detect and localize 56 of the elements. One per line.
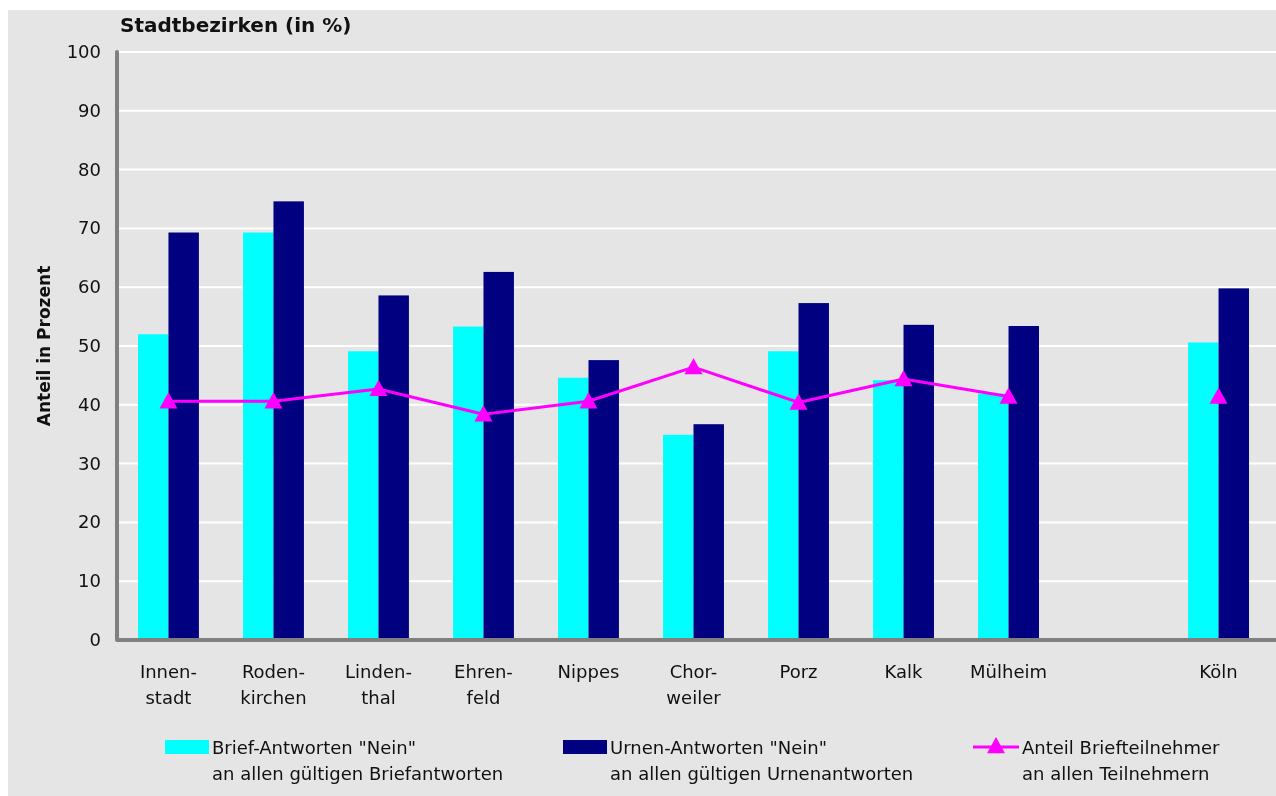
x-tick-label: Ehren- feld: [454, 661, 513, 708]
bar: [798, 303, 829, 640]
y-tick-label: 0: [89, 629, 101, 650]
point: [999, 387, 1018, 404]
bar: [1188, 342, 1219, 640]
bar: [873, 380, 904, 640]
bar: [348, 351, 379, 640]
bar: [978, 393, 1009, 640]
y-tick-label: 30: [78, 452, 101, 474]
bar: [378, 295, 409, 640]
y-tick-label: 70: [78, 217, 101, 239]
y-axis-title: Anteil in Prozent: [34, 265, 54, 427]
y-tick-label: 50: [78, 335, 101, 356]
y-tick-label: 80: [78, 158, 101, 180]
point: [789, 393, 808, 410]
bar: [453, 326, 484, 640]
y-tick-label: 20: [78, 511, 101, 533]
bar: [273, 201, 304, 640]
x-tick-label: Kalk: [884, 661, 924, 682]
y-tick-label: 90: [78, 99, 101, 121]
legend-label: Anteil Briefteilnehmer an allen Teilnehmern: [1022, 737, 1221, 784]
y-tick-label: 60: [78, 276, 101, 298]
point: [579, 392, 598, 409]
point: [894, 369, 913, 387]
chart-title: Stadtbezirken (in %): [120, 13, 352, 37]
bar: [558, 377, 589, 640]
bar: [693, 424, 724, 640]
point: [474, 405, 493, 422]
bar: [588, 360, 619, 640]
bar: [168, 232, 199, 640]
bar: [1008, 326, 1039, 640]
bar: [138, 334, 169, 640]
x-tick-label: Linden- thal: [345, 661, 412, 708]
x-tick-label: Innen- stadt: [139, 661, 198, 708]
y-tick-label: 40: [78, 393, 101, 415]
point: [159, 392, 178, 409]
bar: [1218, 288, 1249, 640]
bar: [243, 232, 274, 640]
bar: [903, 324, 934, 640]
point: [369, 379, 388, 397]
x-tick-label: Porz: [779, 661, 818, 682]
y-tick-label: 100: [66, 41, 101, 62]
point: [684, 358, 703, 375]
x-tick-label: Chor- weiler: [666, 661, 722, 708]
bar: [768, 351, 799, 640]
legend-label: Urnen-Antworten "Nein" an allen gültigen Urnenantworten: [610, 737, 914, 784]
x-tick-label: Roden- kirchen: [240, 661, 307, 708]
point: [264, 392, 283, 409]
x-tick-label: Nippes: [557, 661, 620, 682]
y-tick-label: 10: [78, 570, 101, 592]
legend-label: Brief-Antworten "Nein" an allen gültigen Briefantworten: [212, 737, 504, 784]
x-tick-label: Mülheim: [970, 661, 1048, 682]
x-tick-label: Köln: [1199, 661, 1238, 682]
point: [1209, 387, 1228, 404]
bar: [483, 271, 514, 640]
bar: [663, 434, 694, 640]
